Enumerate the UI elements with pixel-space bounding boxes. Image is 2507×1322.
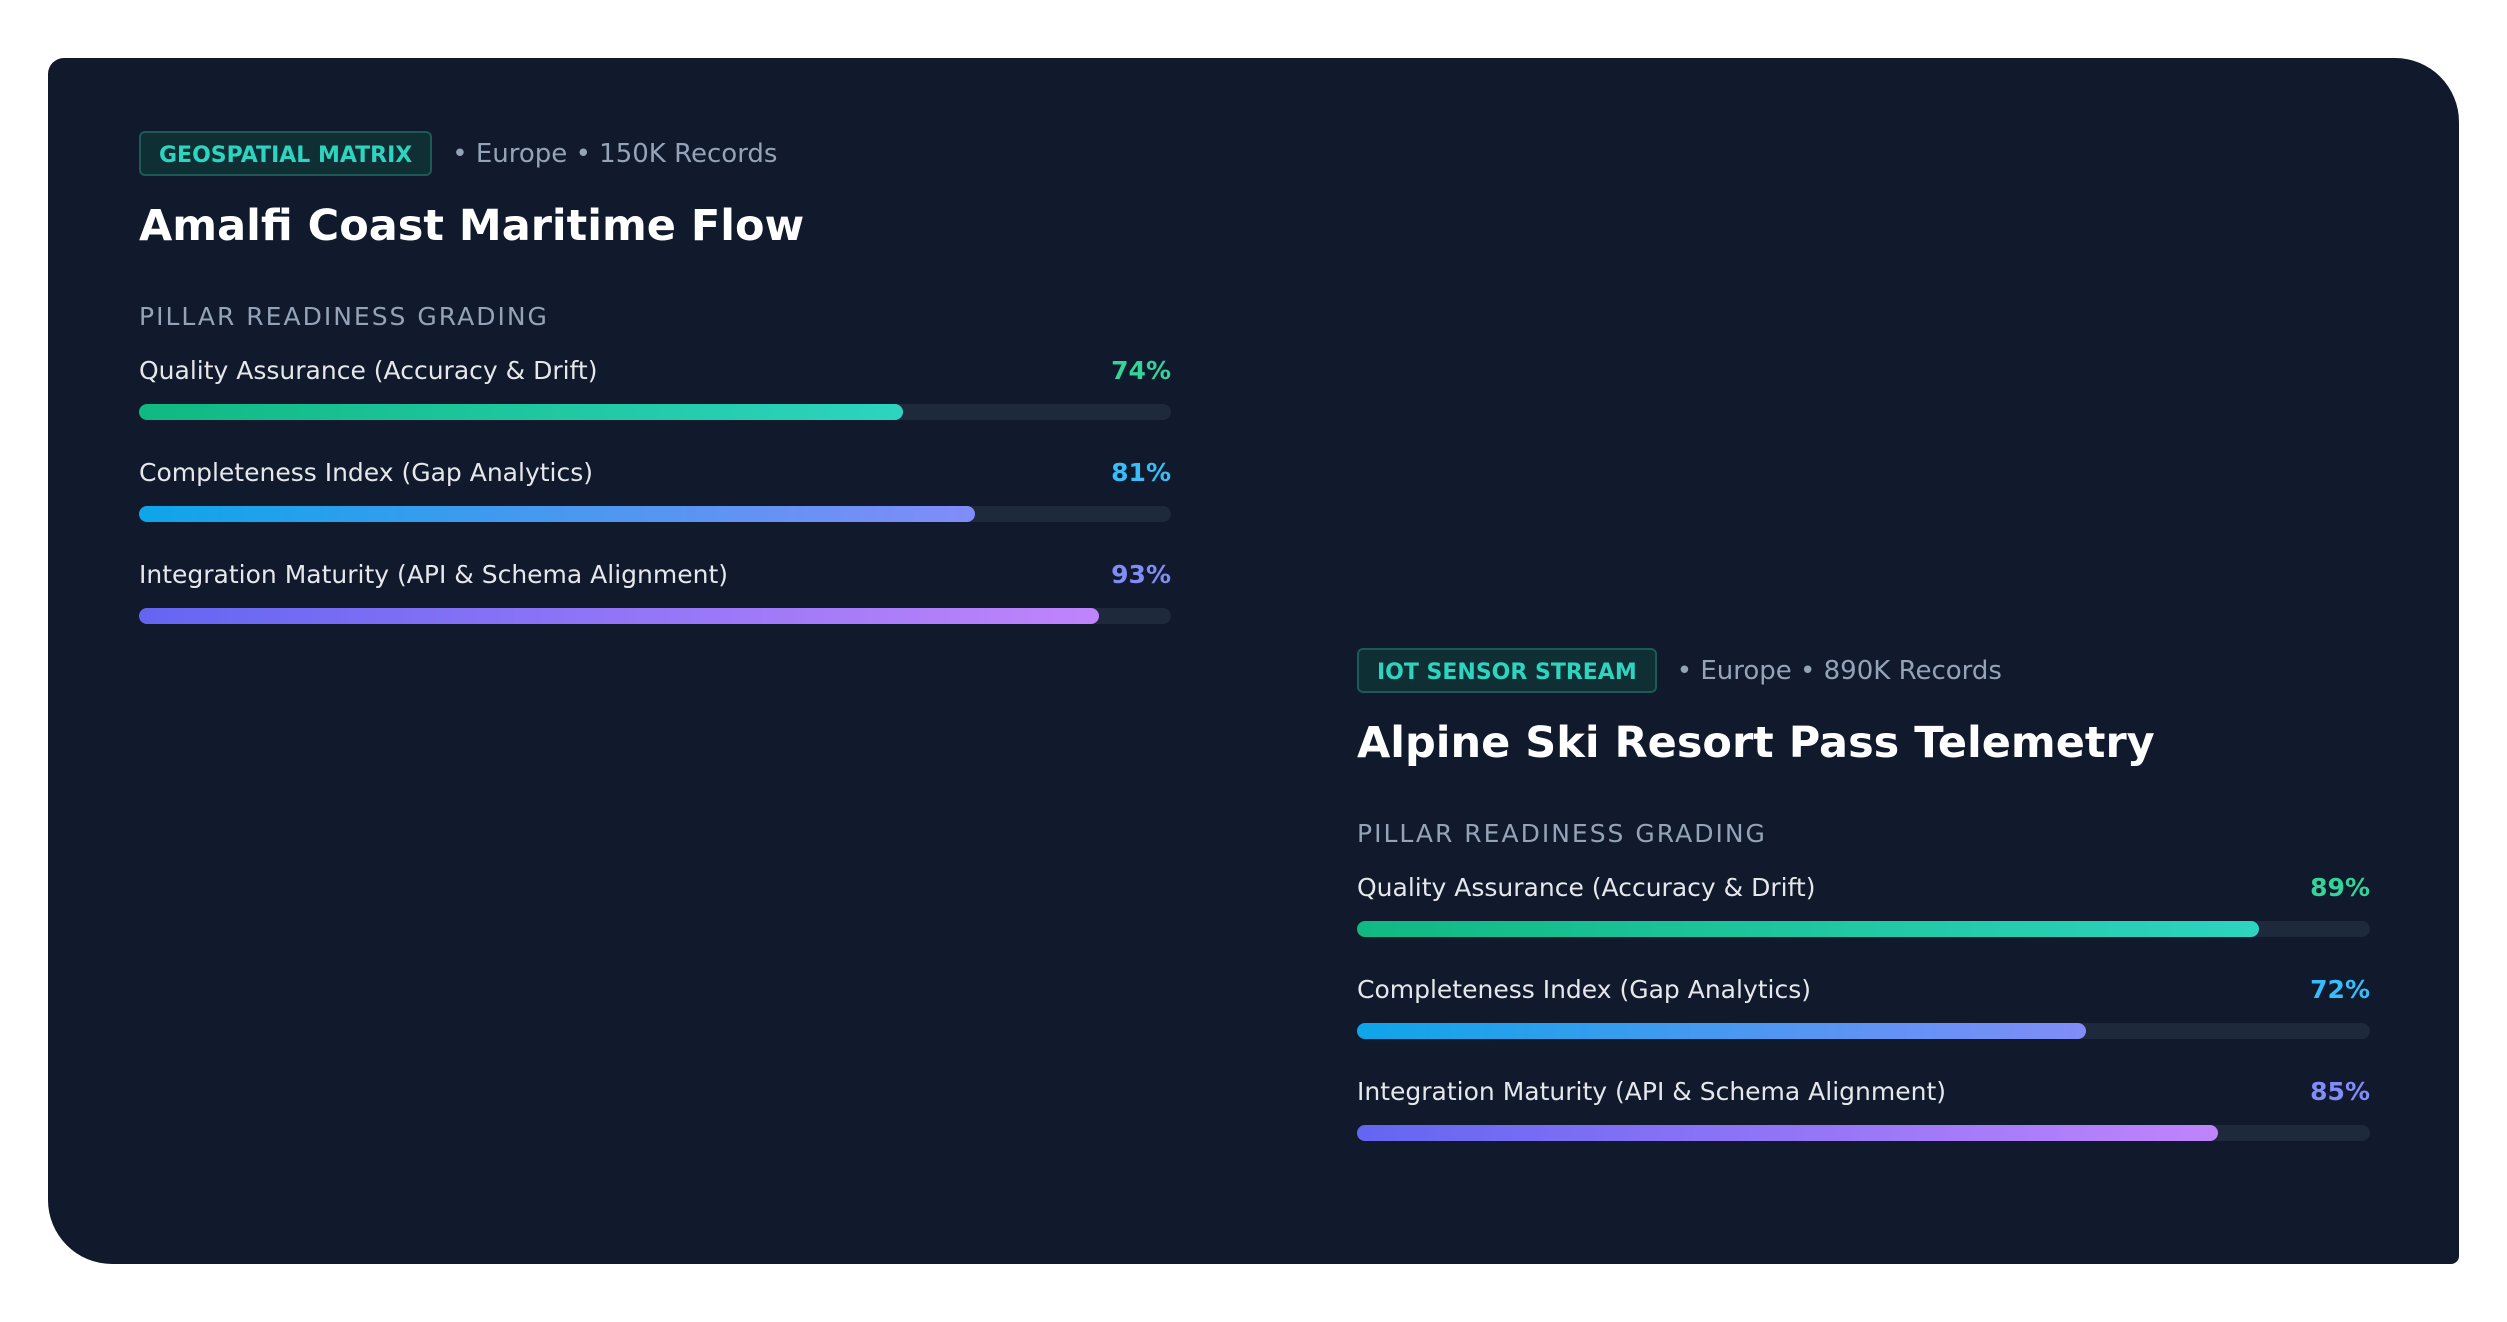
- dataset-card: IOT SENSOR STREAM • Europe • 890K Records…: [1357, 648, 2370, 1157]
- pillar-label: Quality Assurance (Accuracy & Drift): [139, 356, 598, 385]
- progress-fill: [139, 506, 975, 522]
- pillar-value: 85%: [2310, 1077, 2370, 1106]
- card-header: GEOSPATIAL MATRIX • Europe • 150K Records: [139, 131, 1171, 176]
- progress-fill: [139, 404, 903, 420]
- pillar-value: 81%: [1111, 458, 1171, 487]
- pillar-label: Completeness Index (Gap Analytics): [139, 458, 594, 487]
- dataset-card: GEOSPATIAL MATRIX • Europe • 150K Records…: [139, 131, 1171, 640]
- progress-track: [1357, 921, 2370, 937]
- progress-track: [1357, 1023, 2370, 1039]
- pillar-row: Completeness Index (Gap Analytics) 72%: [1357, 973, 2370, 1055]
- dataset-title: Amalfi Coast Maritime Flow: [139, 201, 805, 251]
- progress-track: [139, 506, 1171, 522]
- card-header: IOT SENSOR STREAM • Europe • 890K Records: [1357, 648, 2370, 693]
- pillar-label: Quality Assurance (Accuracy & Drift): [1357, 873, 1816, 902]
- pillar-row: Integration Maturity (API & Schema Align…: [1357, 1075, 2370, 1157]
- section-label: PILLAR READINESS GRADING: [139, 302, 549, 331]
- pillar-row: Integration Maturity (API & Schema Align…: [139, 558, 1171, 640]
- progress-fill: [139, 608, 1099, 624]
- pillar-value: 89%: [2310, 873, 2370, 902]
- pillar-label: Integration Maturity (API & Schema Align…: [1357, 1077, 1947, 1106]
- pillar-row: Quality Assurance (Accuracy & Drift) 89%: [1357, 871, 2370, 953]
- category-badge: IOT SENSOR STREAM: [1357, 648, 1657, 693]
- pillar-value: 72%: [2310, 975, 2370, 1004]
- progress-fill: [1357, 1023, 2087, 1039]
- pillar-label: Completeness Index (Gap Analytics): [1357, 975, 1812, 1004]
- dataset-meta: • Europe • 150K Records: [452, 138, 778, 169]
- pillar-row: Completeness Index (Gap Analytics) 81%: [139, 456, 1171, 538]
- category-badge: GEOSPATIAL MATRIX: [139, 131, 433, 176]
- progress-fill: [1357, 1125, 2219, 1141]
- pillar-row: Quality Assurance (Accuracy & Drift) 74%: [139, 354, 1171, 436]
- pillar-value: 74%: [1111, 356, 1171, 385]
- pillar-label: Integration Maturity (API & Schema Align…: [139, 560, 729, 589]
- pillar-value: 93%: [1111, 560, 1171, 589]
- progress-fill: [1357, 921, 2259, 937]
- progress-track: [139, 608, 1171, 624]
- progress-track: [1357, 1125, 2370, 1141]
- dataset-meta: • Europe • 890K Records: [1676, 655, 2002, 686]
- progress-track: [139, 404, 1171, 420]
- section-label: PILLAR READINESS GRADING: [1357, 819, 1767, 848]
- dataset-title: Alpine Ski Resort Pass Telemetry: [1357, 718, 2155, 768]
- panel: GEOSPATIAL MATRIX • Europe • 150K Records…: [48, 58, 2459, 1264]
